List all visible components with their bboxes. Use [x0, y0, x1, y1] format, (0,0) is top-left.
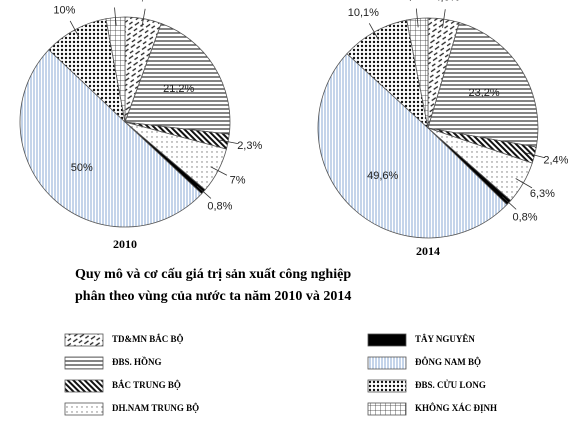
legend-swatch	[64, 333, 104, 347]
legend-swatch	[64, 379, 104, 393]
data-label: 2,4%	[543, 155, 568, 167]
caption: Quy mô và cơ cấu giá trị sản xuất công n…	[75, 267, 351, 282]
data-label: 6,3%	[530, 188, 555, 200]
leader-line	[114, 7, 117, 26]
data-label: 7%	[230, 175, 246, 187]
legend-swatch	[367, 402, 407, 416]
legend-swatch	[64, 356, 104, 370]
legend-label: BẮC TRUNG BỘ	[112, 380, 181, 390]
data-label: 5,6%	[135, 0, 160, 3]
data-label: 49,6%	[367, 170, 398, 182]
leader-line	[219, 139, 239, 144]
legend-label: KHÔNG XÁC ĐỊNH	[415, 403, 497, 413]
legend-swatch	[367, 356, 407, 370]
legend-label: ĐBS. CỬU LONG	[415, 380, 486, 390]
leader-line	[196, 185, 212, 199]
leader-line	[210, 166, 228, 176]
data-label: 50%	[71, 162, 93, 174]
leader-line	[502, 196, 517, 210]
leader-line	[515, 178, 533, 189]
leader-line	[415, 8, 419, 28]
data-label: 3,1%	[403, 0, 428, 3]
leader-line	[69, 20, 80, 38]
data-label: 23,2%	[469, 87, 500, 99]
data-label: 0,8%	[207, 200, 232, 212]
pie-slice	[427, 22, 539, 148]
leader-line	[525, 152, 545, 159]
pie-title: 2014	[416, 244, 440, 258]
legend-swatch	[64, 402, 104, 416]
leader-line	[141, 8, 146, 27]
data-label: 0,8%	[512, 211, 537, 223]
legend-label: ĐBS. HỒNG	[112, 357, 162, 367]
leader-line	[442, 9, 446, 28]
pie-slice	[19, 49, 203, 228]
data-label: 21,2%	[163, 83, 194, 95]
leader-line	[368, 23, 379, 40]
data-label: 10,1%	[348, 7, 379, 19]
legend-label: ĐÔNG NAM BỘ	[415, 357, 481, 367]
data-label: 2,3%	[237, 140, 262, 152]
data-label: 10%	[53, 4, 75, 16]
legend-label: TD&MN BẮC BỘ	[112, 334, 184, 344]
pie-slice	[124, 22, 231, 135]
pie-slice	[317, 53, 508, 239]
legend-label: TÂY NGUYÊN	[415, 334, 475, 344]
caption: phân theo vùng của nước ta năm 2010 và 2…	[75, 289, 351, 304]
legend-swatch	[367, 333, 407, 347]
data-label: 2,9%	[101, 0, 126, 1]
legend-label: DH.NAM TRUNG BỘ	[112, 403, 199, 413]
pie-title: 2010	[113, 237, 137, 251]
legend-swatch	[367, 379, 407, 393]
data-label: 4,6%	[434, 0, 459, 3]
